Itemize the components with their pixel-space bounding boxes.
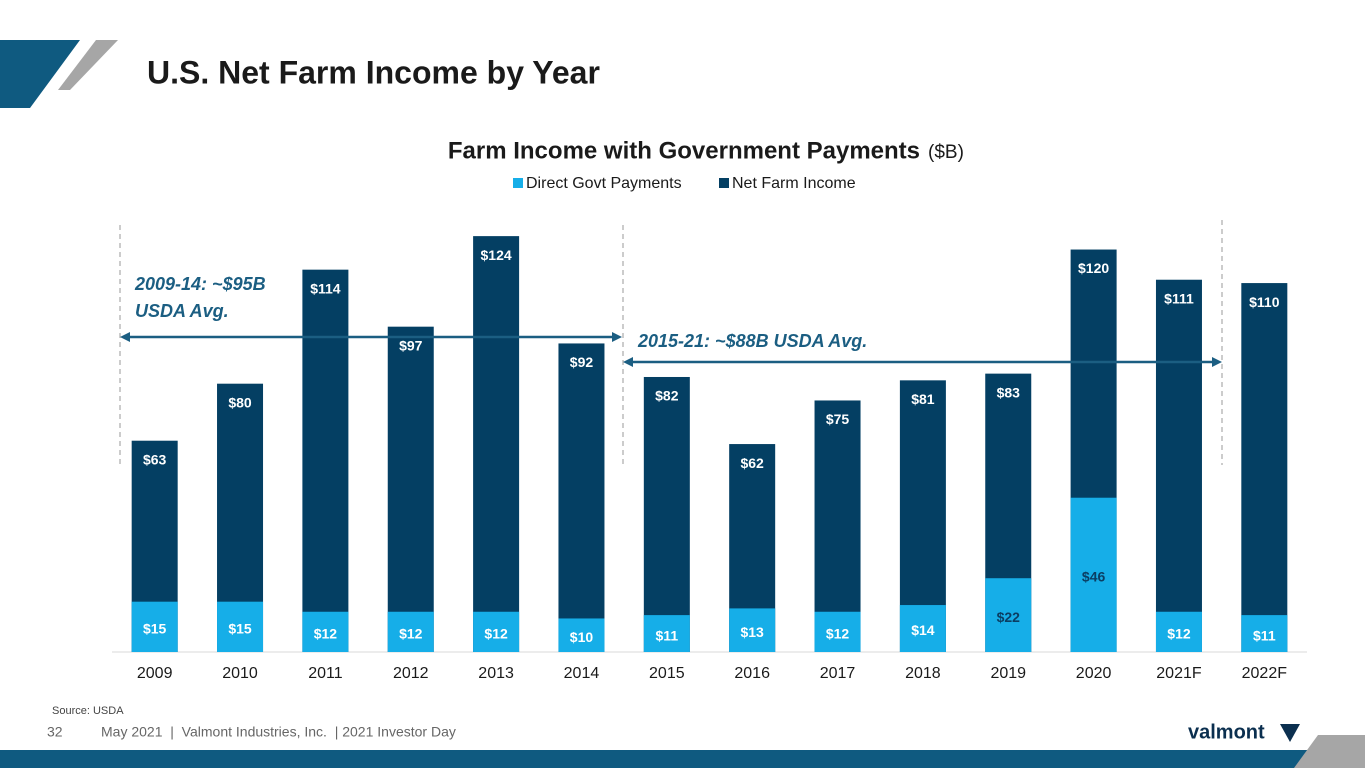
- bar: [1241, 615, 1288, 652]
- data-label: $120: [1078, 260, 1109, 276]
- x-tick-label: 2010: [222, 665, 258, 682]
- data-label: $14: [911, 622, 935, 638]
- annotation: 2009-14: ~$95B: [134, 274, 266, 294]
- source: Source: USDA: [52, 705, 124, 717]
- data-label: $111: [1164, 290, 1194, 306]
- bar: [473, 236, 520, 652]
- decor-stripe: [0, 40, 80, 108]
- data-label: $10: [570, 629, 594, 645]
- data-label: $92: [570, 354, 594, 370]
- legend-label: Net Farm Income: [732, 175, 856, 192]
- data-label: $12: [1167, 626, 1191, 642]
- x-tick-label: 2012: [393, 665, 429, 682]
- bar: [302, 269, 349, 652]
- arrow: [623, 357, 1222, 367]
- data-label: $80: [228, 394, 252, 410]
- data-label: $83: [997, 384, 1021, 400]
- x-tick-label: 2013: [478, 665, 514, 682]
- bar: [985, 578, 1032, 652]
- data-label: $124: [481, 247, 512, 263]
- bar: [217, 601, 264, 652]
- data-label: $12: [484, 626, 508, 642]
- decor-stripe: [58, 40, 118, 90]
- logo-icon: [1280, 724, 1300, 742]
- data-label: $75: [826, 411, 850, 427]
- data-label: $81: [911, 391, 935, 407]
- x-tick-label: 2021F: [1156, 665, 1202, 682]
- arrow: [120, 332, 622, 342]
- bar: [558, 618, 605, 652]
- x-tick-label: 2017: [820, 665, 856, 682]
- annotation: USDA Avg.: [135, 301, 229, 321]
- data-label: $12: [399, 626, 423, 642]
- data-label: $22: [997, 609, 1021, 625]
- bar: [1241, 283, 1288, 652]
- slide-title: U.S. Net Farm Income by Year: [147, 54, 600, 90]
- legend-swatch: [719, 178, 729, 188]
- footer-band: [0, 750, 1365, 768]
- footer-text: May 2021 | Valmont Industries, Inc. | 20…: [101, 724, 456, 740]
- bar: [473, 611, 520, 652]
- legend-label: Direct Govt Payments: [526, 175, 682, 192]
- data-label: $114: [310, 280, 341, 296]
- plot: $63 $15 2009 $80 $15 2010 $114 $12 2011 $97 $12 201…: [112, 236, 1307, 682]
- data-label: $12: [826, 626, 850, 642]
- data-label: $82: [655, 388, 679, 404]
- decor-stripe: [1294, 735, 1365, 768]
- bar: [302, 611, 349, 652]
- data-label: $15: [143, 621, 167, 637]
- data-label: $46: [1082, 569, 1106, 585]
- bar: [899, 605, 946, 652]
- bar: [1155, 279, 1202, 652]
- bar: [131, 601, 178, 652]
- x-tick-label: 2019: [990, 665, 1026, 682]
- bar: [387, 326, 434, 652]
- legend-swatch: [513, 178, 523, 188]
- x-tick-label: 2022F: [1242, 665, 1288, 682]
- page-number: 32: [47, 724, 63, 740]
- data-label: $97: [399, 337, 423, 353]
- data-label: $110: [1249, 294, 1280, 310]
- bar: [1155, 611, 1202, 652]
- x-tick-label: 2015: [649, 665, 685, 682]
- bar: [1070, 497, 1117, 652]
- bar: [729, 608, 776, 652]
- data-label: $62: [740, 455, 764, 471]
- data-label: $12: [314, 626, 338, 642]
- data-label: $15: [228, 621, 252, 637]
- chart-title-unit: ($B): [928, 142, 964, 163]
- data-label: $11: [1253, 627, 1276, 643]
- x-tick-label: 2014: [564, 665, 600, 682]
- legend: Direct Govt Payments Net Farm Income: [513, 175, 856, 192]
- bar: [814, 400, 861, 652]
- bar: [814, 611, 861, 652]
- x-tick-label: 2020: [1076, 665, 1112, 682]
- logo: valmont: [1188, 721, 1265, 743]
- data-label: $13: [740, 624, 764, 640]
- bar: [643, 615, 690, 652]
- x-tick-label: 2018: [905, 665, 941, 682]
- chart-title: Farm Income with Government Payments: [448, 137, 920, 164]
- x-tick-label: 2009: [137, 665, 173, 682]
- data-label: $11: [656, 627, 679, 643]
- bar: [643, 376, 690, 652]
- annotation: 2015-21: ~$88B USDA Avg.: [637, 331, 867, 351]
- bar: [558, 343, 605, 652]
- bar: [387, 611, 434, 652]
- x-tick-label: 2011: [308, 665, 343, 682]
- x-tick-label: 2016: [734, 665, 770, 682]
- data-label: $63: [143, 451, 167, 467]
